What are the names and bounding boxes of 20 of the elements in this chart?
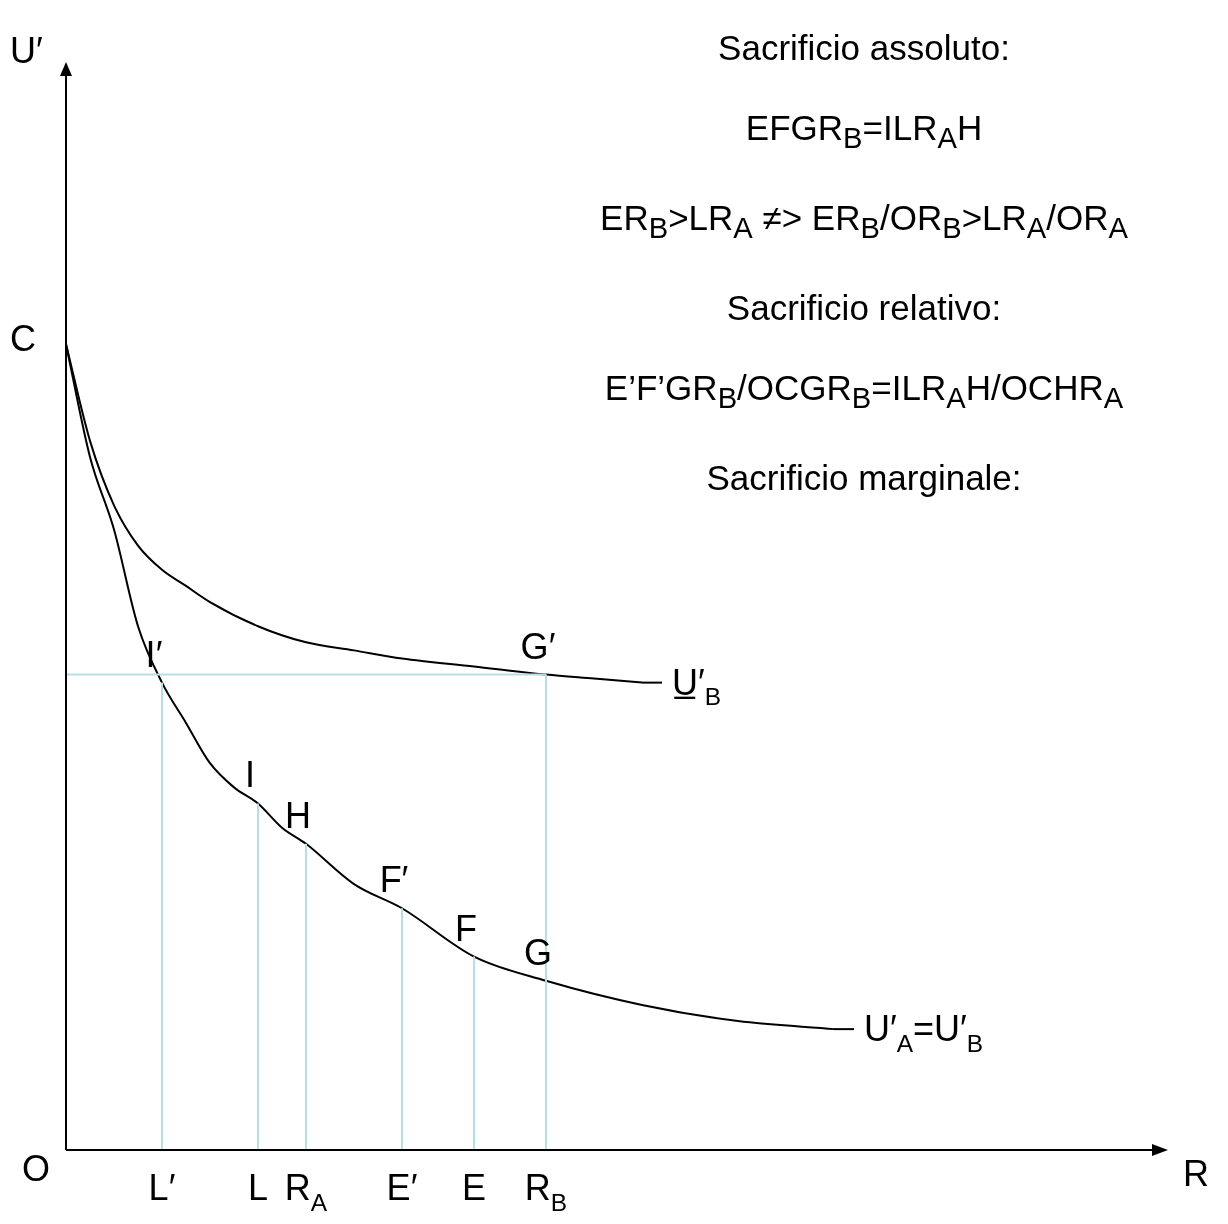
annotation: F′ <box>379 859 409 901</box>
annotation: G′ <box>520 625 556 667</box>
x-tick-label: E′ <box>386 1167 418 1208</box>
text: C <box>10 318 36 360</box>
x-tick-label: L <box>247 1167 269 1208</box>
x-tick-label: E <box>461 1167 487 1208</box>
annotation: H <box>285 794 311 836</box>
text: O <box>22 1148 51 1190</box>
text: EFGR$_{B}$=ILR$_{A}$H <box>744 107 984 156</box>
annotation: Sacrificio marginale: <box>705 457 1023 499</box>
text: Sacrificio assoluto: <box>717 27 1011 69</box>
x-tick-label: L′ <box>148 1167 176 1208</box>
text: ER$_{B}$>LR$_{A}$ ≠> ER$_{B}$/OR$_{B}$>LR$_{A}$/OR$_{A}$ <box>600 198 1128 244</box>
text: U′ <box>10 30 43 72</box>
annotation: F <box>455 907 477 949</box>
annotation: G <box>524 931 553 973</box>
annotation: I <box>245 754 256 796</box>
text: Sacrificio relativo: <box>725 287 1003 329</box>
annotation: E’F’GR$_{B}$/OCGR$_{B}$=ILR$_{A}$H/OCHR$_{A}$ <box>603 367 1125 416</box>
x-axis-title: R <box>1183 1153 1209 1194</box>
